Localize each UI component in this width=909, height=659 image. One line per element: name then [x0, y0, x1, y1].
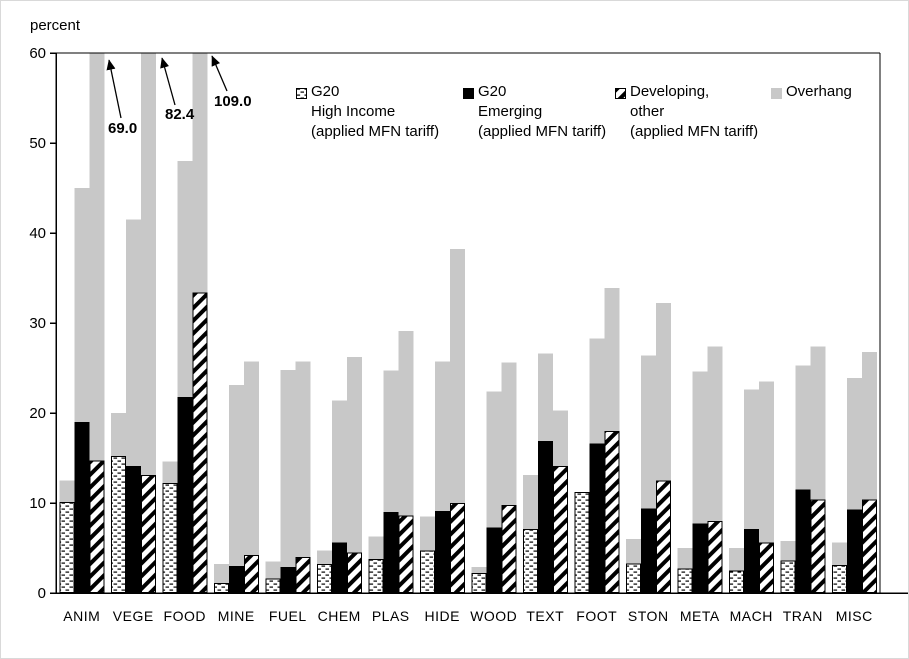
legend-label-line: other: [630, 103, 665, 120]
x-category-label: FUEL: [268, 608, 307, 624]
legend-swatch-gray-icon: [771, 88, 782, 99]
y-tick-label: 0: [37, 585, 46, 602]
annotation-vege-bound: 82.4: [165, 106, 195, 123]
legend-item-g20-high-income: G20 High Income (applied MFN tariff): [296, 82, 439, 142]
y-tick-label: 40: [29, 225, 46, 242]
x-category-label: WOOD: [470, 608, 518, 624]
x-category-label: VEGE: [112, 608, 154, 624]
legend-item-overhang: Overhang: [771, 82, 852, 102]
x-category-label: TRAN: [782, 608, 823, 624]
legend-label-line: Emerging: [478, 103, 543, 120]
x-category-label: MACH: [729, 608, 773, 624]
legend-item-developing-other: Developing, other (applied MFN tariff): [615, 82, 758, 142]
legend-label-line: Developing,: [630, 83, 710, 100]
y-tick-label: 50: [29, 135, 46, 152]
annotation-food-bound: 109.0: [214, 93, 252, 110]
y-tick-label: 20: [29, 405, 46, 422]
y-tick-label: 60: [29, 45, 46, 62]
x-category-label: FOOD: [163, 608, 206, 624]
x-category-label: TEXT: [526, 608, 565, 624]
x-category-label: ANIM: [63, 608, 101, 624]
legend-item-g20-emerging: G20 Emerging (applied MFN tariff): [463, 82, 606, 142]
legend-label-line: G20: [478, 83, 507, 100]
legend-label-line: G20: [311, 83, 340, 100]
x-category-label: FOOT: [576, 608, 618, 624]
legend-label-line: (applied MFN tariff): [311, 123, 440, 140]
legend-label-line: Overhang: [786, 83, 852, 100]
x-category-label: CHEM: [317, 608, 361, 624]
legend-label-line: (applied MFN tariff): [478, 123, 607, 140]
bars-layer: [59, 53, 877, 594]
x-category-label: HIDE: [424, 608, 460, 624]
x-category-label: MISC: [835, 608, 873, 624]
x-category-label: META: [679, 608, 720, 624]
y-tick-label: 30: [29, 315, 46, 332]
legend-swatch-black-icon: [463, 88, 474, 99]
axes-layer: [50, 52, 908, 594]
legend-label-line: High Income: [311, 103, 396, 120]
x-category-label: STON: [627, 608, 669, 624]
legend-label-line: (applied MFN tariff): [630, 123, 759, 140]
legend-swatch-dotted-icon: [296, 88, 307, 99]
y-tick-label: 10: [29, 495, 46, 512]
annotation-anim-bound: 69.0: [108, 120, 138, 137]
x-category-label: PLAS: [371, 608, 410, 624]
annotation-arrows: [106, 55, 228, 119]
y-axis-unit-label: percent: [30, 17, 81, 34]
x-category-label: MINE: [217, 608, 255, 624]
legend-swatch-hatch-icon: [615, 88, 626, 99]
